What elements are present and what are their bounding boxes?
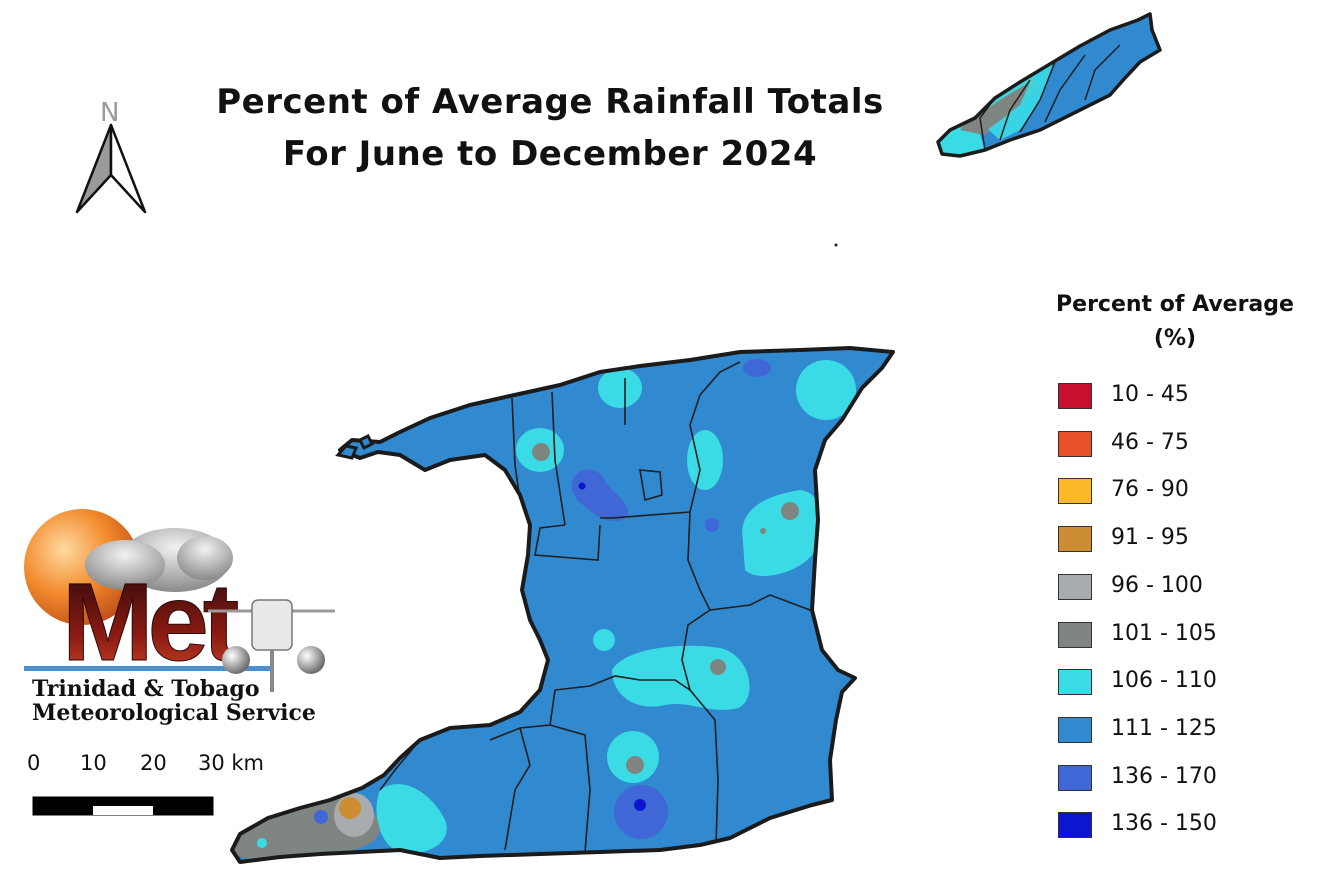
region-136-170 (743, 359, 771, 377)
map-title: Percent of Average Rainfall Totals For J… (150, 76, 950, 180)
scale-label-10: 10 (80, 751, 107, 775)
legend-swatch (1058, 812, 1092, 839)
legend-item: 96 - 100 (1058, 571, 1298, 600)
north-arrow-icon (75, 123, 147, 214)
trinidad-island (230, 243, 895, 864)
legend-label: 46 - 75 (1111, 429, 1189, 455)
legend-title-line2: (%) (1153, 326, 1197, 351)
legend-item: 136 - 170 (1058, 762, 1298, 791)
region-136-150 (578, 482, 586, 490)
region-106-110 (612, 645, 750, 710)
region-101-105 (710, 659, 726, 675)
legend-swatch (1058, 478, 1092, 505)
region-136-170 (571, 469, 629, 522)
sun-icon (24, 509, 140, 625)
legend-label: 136 - 150 (1111, 811, 1217, 837)
county-boundaries (379, 361, 811, 853)
region-106-110 (598, 368, 642, 408)
legend-swatch (1058, 716, 1092, 743)
logo-text-line2: Meteorological Service (32, 700, 316, 726)
region-136-170 (314, 810, 328, 824)
legend-label: 106 - 110 (1111, 668, 1217, 694)
scale-label-20: 20 (140, 751, 167, 775)
region-106-110 (593, 629, 615, 651)
tobago-coastline (936, 12, 1162, 158)
region-101-105 (760, 528, 766, 534)
legend-item: 111 - 125 (1058, 714, 1298, 743)
legend-swatch (1058, 621, 1092, 648)
region-101-105 (626, 756, 644, 774)
region-106-110 (376, 784, 447, 854)
legend-item: 10 - 45 (1058, 380, 1298, 409)
legend-label: 101 - 105 (1111, 620, 1217, 646)
region-106-110 (796, 360, 856, 420)
north-label: N (100, 98, 120, 128)
logo-divider (24, 666, 274, 671)
legend-item: 106 - 110 (1058, 666, 1298, 696)
legend-label: 76 - 90 (1111, 477, 1189, 503)
legend-title: Percent of Average (%) (1040, 288, 1310, 356)
title-line1: Percent of Average Rainfall Totals (216, 82, 884, 122)
legend-swatch (1058, 430, 1092, 457)
legend-swatch (1058, 526, 1092, 553)
islet (335, 444, 359, 460)
legend-label: 136 - 170 (1111, 763, 1217, 789)
region-101-105 (960, 82, 1030, 132)
logo-text-line1: Trinidad & Tobago (32, 676, 260, 702)
legend-item: 76 - 90 (1058, 475, 1298, 505)
islet (834, 243, 838, 247)
scale-label-0: 0 (27, 751, 41, 775)
parish-boundaries (979, 44, 1121, 151)
region-106-110 (687, 430, 723, 490)
legend-item: 136 - 150 (1058, 809, 1298, 839)
legend-swatch (1058, 764, 1092, 791)
weather-instrument-icon (208, 599, 335, 692)
logo-wordmark: Met (62, 561, 239, 684)
legend-title-line1: Percent of Average (1056, 292, 1294, 317)
islet (357, 433, 375, 451)
legend-label: 10 - 45 (1111, 382, 1189, 407)
met-logo: Met (24, 509, 335, 692)
legend-item: 101 - 105 (1058, 619, 1298, 648)
tobago-island (936, 12, 1162, 158)
region-106-110 (257, 838, 267, 848)
title-line2: For June to December 2024 (282, 134, 818, 174)
legend-swatch (1058, 669, 1092, 696)
cloud-icon (85, 528, 233, 592)
region-101-105 (532, 443, 550, 461)
region-106-110 (742, 490, 821, 577)
scale-label-30km: 30 km (198, 751, 265, 775)
legend-label: 96 - 100 (1111, 572, 1203, 598)
region-101-105 (781, 502, 799, 520)
region-136-170 (705, 518, 719, 532)
scale-bar (32, 796, 214, 816)
legend-label: 91 - 95 (1111, 525, 1189, 551)
legend-item: 91 - 95 (1058, 523, 1298, 553)
trinidad-coastline (230, 346, 895, 864)
region-136-170 (614, 785, 668, 839)
legend-swatch (1058, 573, 1092, 600)
legend-swatch (1058, 383, 1092, 409)
legend-item: 46 - 75 (1058, 428, 1298, 457)
region-91-95 (339, 797, 361, 819)
legend-label: 111 - 125 (1111, 715, 1217, 741)
region-136-150 (634, 799, 646, 811)
